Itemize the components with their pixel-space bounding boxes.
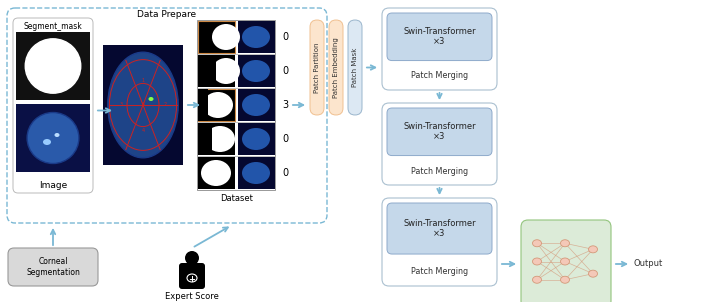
Text: 4: 4 [142, 127, 144, 133]
Bar [16, 104, 90, 172]
Bar [198, 123, 235, 155]
Text: Output: Output [633, 259, 662, 268]
Ellipse shape [43, 139, 51, 145]
Bar [198, 89, 235, 121]
Text: Patch Embedding: Patch Embedding [333, 37, 339, 98]
Text: Data Prepare: Data Prepare [137, 10, 196, 19]
Text: Corneal
Segmentation: Corneal Segmentation [26, 257, 80, 277]
Text: Expert Score: Expert Score [165, 292, 219, 301]
Text: 2: 2 [163, 102, 167, 108]
Text: Patch Mask: Patch Mask [352, 48, 358, 87]
Text: 0: 0 [282, 134, 288, 144]
Ellipse shape [25, 39, 81, 93]
Bar [198, 21, 235, 53]
FancyBboxPatch shape [382, 8, 497, 90]
Text: Patch Merging: Patch Merging [411, 72, 468, 81]
Text: 0: 0 [282, 168, 288, 178]
Bar [197, 20, 275, 190]
Bar [16, 32, 90, 100]
Ellipse shape [242, 94, 270, 116]
Text: 0: 0 [282, 32, 288, 42]
Ellipse shape [560, 240, 570, 247]
Text: 0: 0 [282, 66, 288, 76]
Ellipse shape [560, 276, 570, 283]
Ellipse shape [242, 26, 270, 48]
Ellipse shape [212, 24, 240, 50]
Text: Swin-Transformer
×3: Swin-Transformer ×3 [403, 122, 476, 141]
FancyBboxPatch shape [310, 20, 324, 115]
Ellipse shape [27, 113, 79, 163]
Ellipse shape [533, 240, 542, 247]
FancyBboxPatch shape [329, 20, 343, 115]
FancyBboxPatch shape [8, 248, 98, 286]
Text: Patch Merging: Patch Merging [411, 268, 468, 277]
FancyBboxPatch shape [382, 198, 497, 286]
FancyBboxPatch shape [521, 220, 611, 302]
Bar [198, 123, 212, 155]
Text: 3: 3 [119, 102, 123, 108]
Bar [238, 157, 275, 189]
Text: 3: 3 [282, 100, 288, 110]
FancyBboxPatch shape [382, 103, 497, 185]
Ellipse shape [212, 58, 240, 84]
Bar [238, 55, 275, 87]
FancyBboxPatch shape [13, 18, 93, 193]
Text: Patch Merging: Patch Merging [411, 166, 468, 175]
Bar [198, 89, 208, 121]
FancyBboxPatch shape [348, 20, 362, 115]
Ellipse shape [203, 92, 233, 118]
Ellipse shape [533, 276, 542, 283]
Ellipse shape [149, 97, 154, 101]
Text: Image: Image [39, 181, 67, 190]
Text: Swin-Transformer
×3: Swin-Transformer ×3 [403, 27, 476, 47]
Bar [198, 157, 235, 189]
Ellipse shape [242, 162, 270, 184]
Text: Dataset: Dataset [220, 194, 253, 203]
Ellipse shape [560, 258, 570, 265]
Bar [198, 55, 235, 87]
Bar [238, 21, 275, 53]
Bar [198, 55, 216, 87]
FancyBboxPatch shape [387, 108, 492, 156]
Text: Patch Partition: Patch Partition [314, 42, 320, 93]
Text: 1: 1 [142, 78, 144, 82]
Ellipse shape [54, 133, 59, 137]
Ellipse shape [205, 126, 235, 152]
Text: +: + [188, 275, 196, 284]
Ellipse shape [588, 246, 598, 253]
Text: Swin-Transformer
×3: Swin-Transformer ×3 [403, 219, 476, 238]
Bar [103, 45, 183, 165]
Ellipse shape [242, 60, 270, 82]
FancyBboxPatch shape [387, 203, 492, 254]
Text: Segment_mask: Segment_mask [24, 22, 82, 31]
Bar [238, 123, 275, 155]
Ellipse shape [533, 258, 542, 265]
Ellipse shape [242, 128, 270, 150]
FancyBboxPatch shape [179, 263, 205, 289]
Text: 5: 5 [142, 102, 144, 108]
Ellipse shape [588, 270, 598, 277]
Ellipse shape [201, 160, 231, 186]
Bar [238, 89, 275, 121]
FancyBboxPatch shape [387, 13, 492, 61]
Ellipse shape [185, 251, 199, 265]
Ellipse shape [108, 52, 178, 158]
